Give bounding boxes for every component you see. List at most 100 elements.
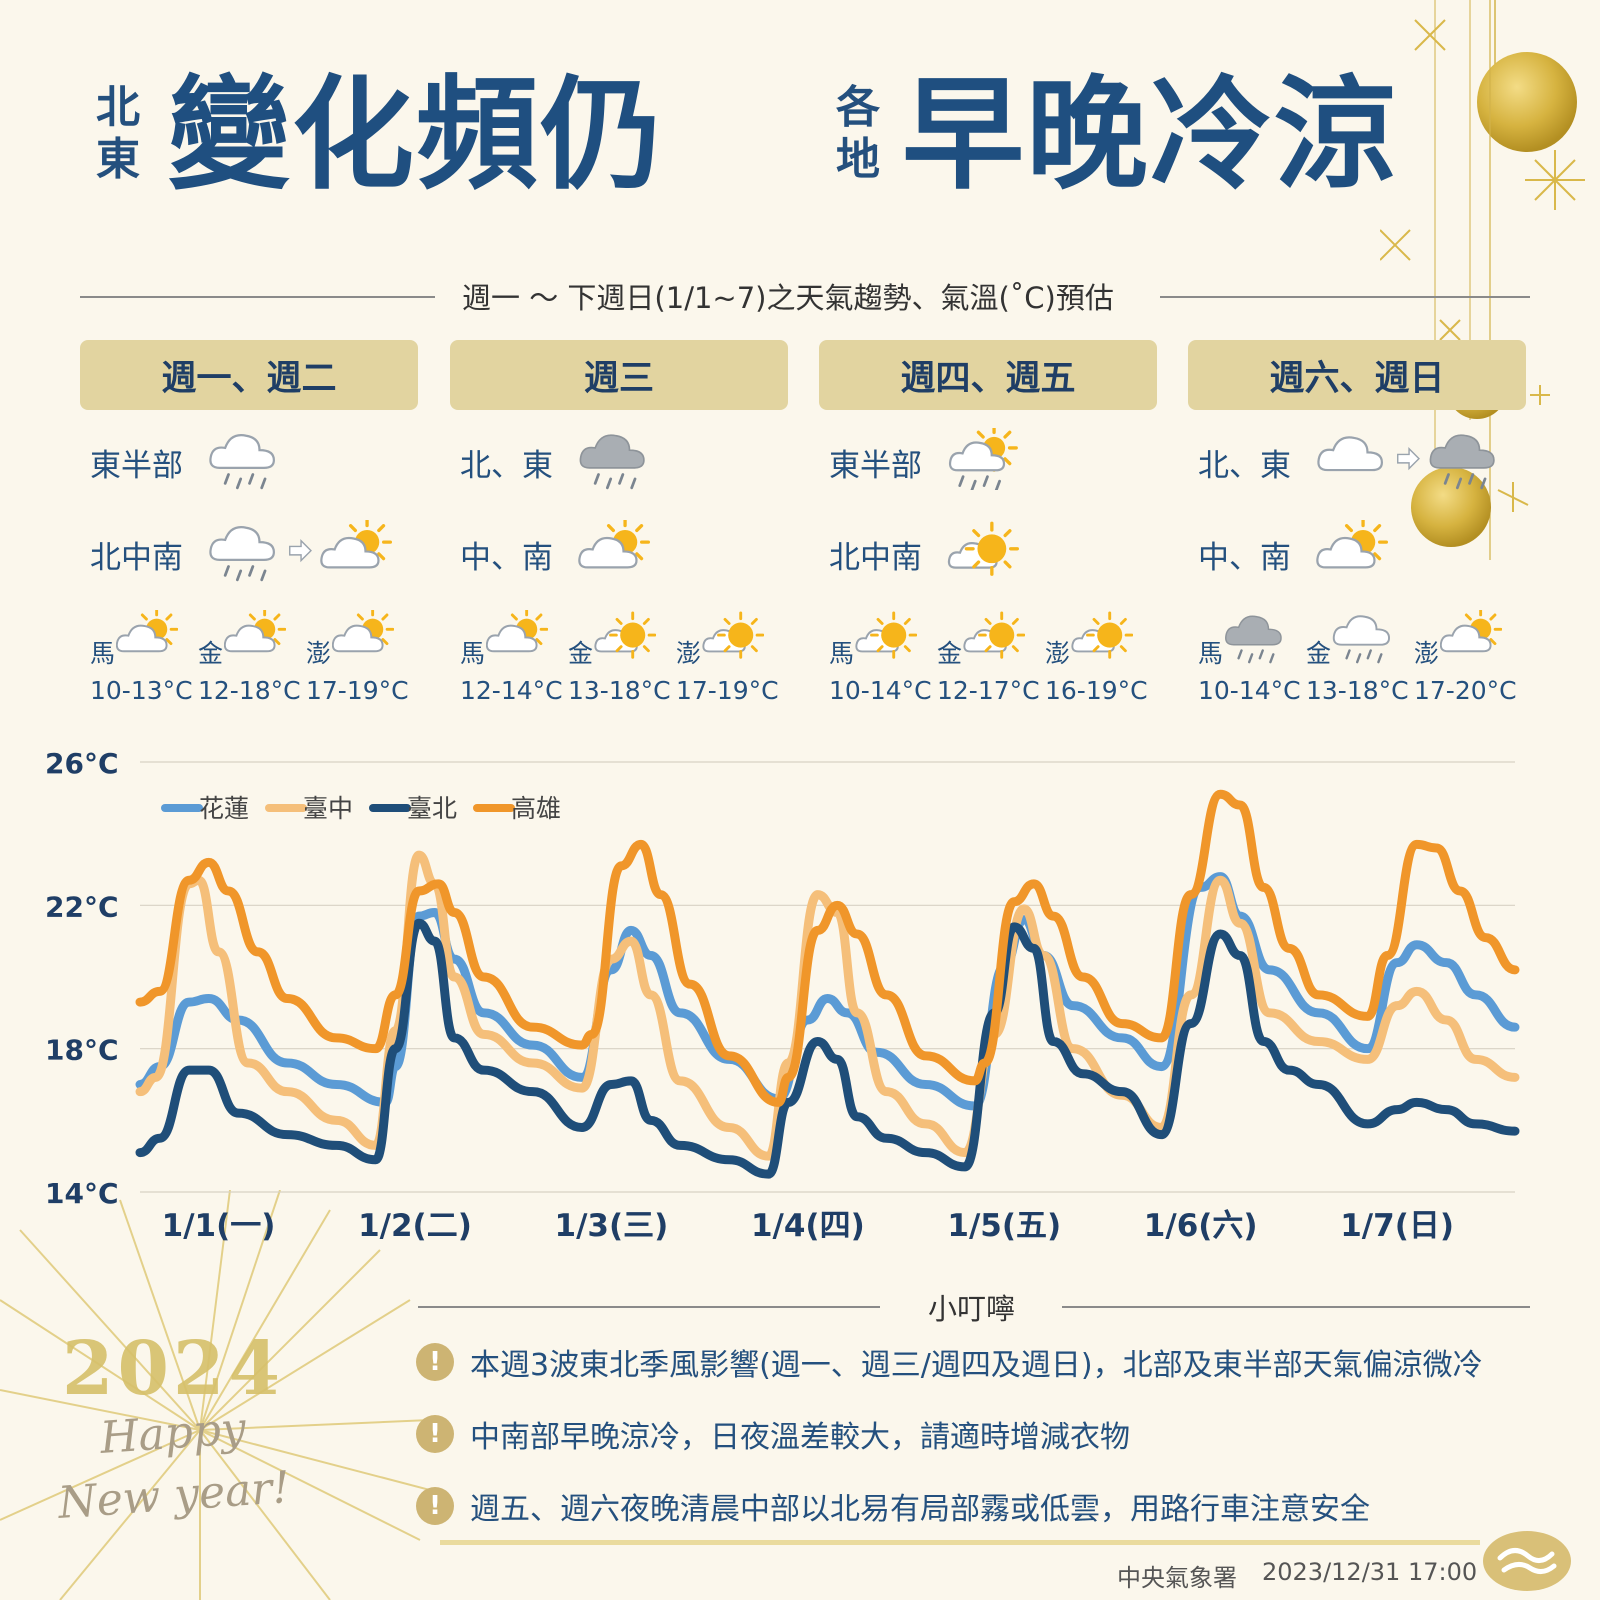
y-tick-label: 26°C: [45, 747, 119, 780]
title-right-small: 各地: [836, 82, 880, 185]
partly-sunny-icon: [224, 610, 286, 653]
island-name: 金: [198, 639, 224, 668]
x-tick-label: 1/5(五): [947, 1208, 1061, 1244]
year-decoration: 2024: [62, 1326, 284, 1412]
tip-item: ! 中南部早晚涼冷，日夜溫差較大，請適時增減衣物: [416, 1412, 1130, 1456]
island-temp: 10-13°C: [90, 676, 193, 705]
region-label: 北、東: [460, 448, 553, 484]
tip-text: 週五、週六夜晚清晨中部以北易有局部霧或低雲，用路行車注意安全: [470, 1492, 1370, 1527]
partly-sunny-icon: [1440, 610, 1502, 653]
cloud-rain-icon: [209, 434, 276, 490]
mostly-sunny-icon: [702, 611, 764, 659]
region-label: 中、南: [1198, 540, 1291, 576]
region-label: 北、東: [1198, 448, 1291, 484]
day-header: 週六、週日: [1188, 340, 1526, 410]
mostly-sunny-icon: [855, 611, 917, 659]
subtitle: 週一 ～ 下週日(1/1~7)之天氣趨勢、氣溫(˚C)預估: [462, 281, 1114, 315]
exclamation-icon: !: [416, 1415, 454, 1453]
x-tick-label: 1/2(二): [358, 1208, 472, 1244]
island-name: 金: [937, 639, 963, 668]
partly-sunny-icon: [116, 610, 178, 653]
partly-sunny-icon: [320, 520, 392, 569]
series-line-臺北: [135, 918, 1520, 1179]
island-temp: 12-14°C: [460, 676, 563, 705]
x-tick-label: 1/3(三): [555, 1208, 669, 1244]
tips-divider-left: [418, 1306, 880, 1308]
x-tick-label: 1/1(一): [162, 1208, 276, 1244]
tips-title: 小叮嚀: [928, 1292, 1016, 1326]
legend-label: 高雄: [511, 794, 561, 823]
region-label: 東半部: [90, 448, 183, 484]
subtitle-divider-right: [1160, 296, 1530, 298]
island-name: 金: [568, 639, 594, 668]
x-tick-label: 1/4(四): [751, 1208, 865, 1244]
firework-decoration: [0, 1190, 430, 1600]
cwa-logo-icon: [1483, 1531, 1571, 1591]
partly-sunny-icon: [486, 610, 548, 653]
mostly-sunny-icon: [963, 611, 1025, 659]
island-temp: 17-19°C: [306, 676, 409, 705]
arrow-right-icon: [289, 539, 312, 563]
cloud-icon: [1317, 436, 1384, 472]
partly-sunny-icon: [578, 520, 650, 569]
dark-cloud-rain-icon: [579, 434, 645, 490]
cloud-rain-icon: [1332, 615, 1391, 664]
tip-item: ! 週五、週六夜晚清晨中部以北易有局部霧或低雲，用路行車注意安全: [416, 1484, 1370, 1528]
x-tick-label: 1/6(六): [1144, 1208, 1258, 1244]
island-name: 澎: [676, 639, 702, 668]
exclamation-icon: !: [416, 1343, 454, 1381]
mostly-sunny-icon: [1071, 611, 1133, 659]
region-label: 東半部: [829, 448, 922, 484]
x-tick-label: 1/7(日): [1340, 1208, 1454, 1244]
legend-label: 花蓮: [199, 794, 249, 823]
legend-label: 臺北: [407, 794, 457, 823]
sun-cloud-rain-icon: [948, 428, 1018, 490]
mostly-sunny-icon: [594, 611, 656, 659]
footer-rule: [440, 1540, 1480, 1545]
island-temp: 10-14°C: [829, 676, 932, 705]
dark-cloud-rain-icon: [1225, 615, 1282, 664]
legend-label: 臺中: [303, 794, 353, 823]
island-temp: 10-14°C: [1198, 676, 1301, 705]
island-temp: 12-18°C: [198, 676, 301, 705]
dark-cloud-rain-icon: [1429, 434, 1495, 490]
arrow-right-icon: [1397, 447, 1420, 471]
island-temp: 16-19°C: [1045, 676, 1148, 705]
temperature-line-chart: 26°C 22°C 18°C 14°C 1/1(一) 1/2(二) 1/3(三) 1/4(四)…: [45, 747, 1520, 1244]
island-name: 馬: [90, 639, 116, 668]
island-name: 澎: [306, 639, 332, 668]
title-left-small: 北東: [96, 82, 140, 185]
title-left-big: 變化頻仍: [168, 64, 664, 206]
region-label: 北中南: [829, 540, 922, 576]
island-name: 澎: [1414, 639, 1440, 668]
island-name: 馬: [829, 639, 855, 668]
cloud-rain-icon: [209, 526, 276, 582]
footer-timestamp: 2023/12/31 17:00: [1262, 1558, 1478, 1586]
island-temp: 13-18°C: [1306, 676, 1409, 705]
partly-sunny-icon: [1316, 520, 1388, 569]
island-name: 馬: [460, 639, 486, 668]
island-name: 金: [1306, 639, 1332, 668]
island-temp: 17-19°C: [676, 676, 779, 705]
partly-sunny-icon: [332, 610, 394, 653]
gold-ball-icon: [1477, 52, 1577, 152]
mostly-sunny-icon: [947, 521, 1019, 576]
region-label: 中、南: [460, 540, 553, 576]
tips-divider-right: [1062, 1306, 1530, 1308]
island-temp: 17-20°C: [1414, 676, 1517, 705]
day-header: 週四、週五: [819, 340, 1157, 410]
tip-item: ! 本週3波東北季風影響(週一、週三/週四及週日)，北部及東半部天氣偏涼微冷: [416, 1340, 1483, 1384]
title-right-big: 早晚冷涼: [902, 64, 1398, 206]
y-tick-label: 18°C: [45, 1034, 119, 1067]
island-name: 馬: [1198, 639, 1224, 668]
island-temp: 12-17°C: [937, 676, 1040, 705]
y-tick-label: 14°C: [45, 1177, 119, 1210]
exclamation-icon: !: [416, 1487, 454, 1525]
greeting-happy: Happy: [98, 1402, 248, 1465]
region-label: 北中南: [90, 540, 183, 576]
tip-text: 中南部早晚涼冷，日夜溫差較大，請適時增減衣物: [470, 1420, 1130, 1455]
footer-agency: 中央氣象署: [1117, 1564, 1237, 1592]
day-header: 週三: [450, 340, 788, 410]
subtitle-divider-left: [80, 296, 435, 298]
y-tick-label: 22°C: [45, 890, 119, 923]
